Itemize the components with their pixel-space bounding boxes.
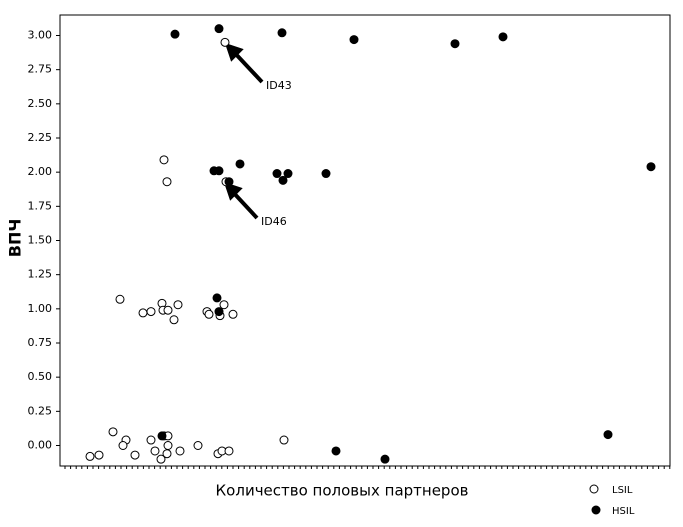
y-tick-label: 2.50: [28, 97, 53, 110]
y-tick-label: 1.25: [28, 268, 53, 281]
point: [170, 29, 180, 39]
legend-label: HSIL: [612, 506, 635, 517]
y-tick-label: 2.75: [28, 63, 53, 76]
point: [156, 454, 166, 464]
point: [162, 177, 172, 187]
y-axis-label: ВПЧ: [6, 219, 25, 258]
point: [214, 24, 224, 34]
y-tick-label: 1.75: [28, 199, 53, 212]
y-tick-label: 0.25: [28, 404, 53, 417]
point: [204, 309, 214, 319]
point: [278, 175, 288, 185]
point: [162, 449, 172, 459]
point: [175, 446, 185, 456]
point: [212, 293, 222, 303]
point: [118, 441, 128, 450]
point: [283, 169, 293, 179]
point: [646, 162, 656, 172]
point: [193, 441, 203, 450]
legend-label: LSIL: [612, 485, 633, 496]
point: [150, 446, 160, 456]
legend-marker: [589, 484, 599, 494]
point: [277, 28, 287, 38]
annotation-arrow: [223, 181, 259, 220]
point: [130, 450, 140, 460]
point: [157, 431, 167, 441]
point: [224, 177, 234, 187]
point: [272, 169, 282, 179]
annotation-arrow: [224, 42, 264, 84]
point: [173, 300, 183, 310]
point: [228, 309, 238, 319]
point: [85, 451, 95, 461]
point: [498, 32, 508, 42]
y-tick-label: 0.75: [28, 336, 53, 349]
point: [219, 300, 229, 310]
point: [603, 430, 613, 440]
point: [224, 446, 234, 456]
y-tick-label: 1.50: [28, 234, 53, 247]
y-tick-label: 0.00: [28, 439, 53, 452]
y-tick-label: 1.00: [28, 302, 53, 315]
point: [331, 446, 341, 456]
point: [214, 307, 224, 317]
point: [115, 294, 125, 304]
point: [146, 435, 156, 445]
point: [450, 39, 460, 49]
point: [163, 305, 173, 315]
point: [169, 315, 179, 325]
y-tick-label: 2.25: [28, 131, 53, 144]
annotation: ID46: [261, 215, 287, 228]
point: [279, 435, 289, 445]
annotation: ID43: [266, 79, 292, 92]
plot-area: [59, 14, 671, 467]
point: [159, 155, 169, 165]
point: [146, 307, 156, 317]
y-tick-label: 2.00: [28, 165, 53, 178]
y-tick-label: 3.00: [28, 29, 53, 42]
y-tick-label: 0.50: [28, 370, 53, 383]
point: [349, 35, 359, 45]
point: [235, 159, 245, 169]
point: [214, 166, 224, 176]
point: [94, 450, 104, 460]
point: [163, 441, 173, 450]
point: [220, 37, 230, 47]
point: [380, 454, 390, 464]
x-axis-label: Количество половых партнеров: [216, 482, 469, 500]
point: [108, 427, 118, 437]
point: [138, 308, 148, 318]
point: [321, 169, 331, 179]
legend-marker: [591, 505, 601, 515]
